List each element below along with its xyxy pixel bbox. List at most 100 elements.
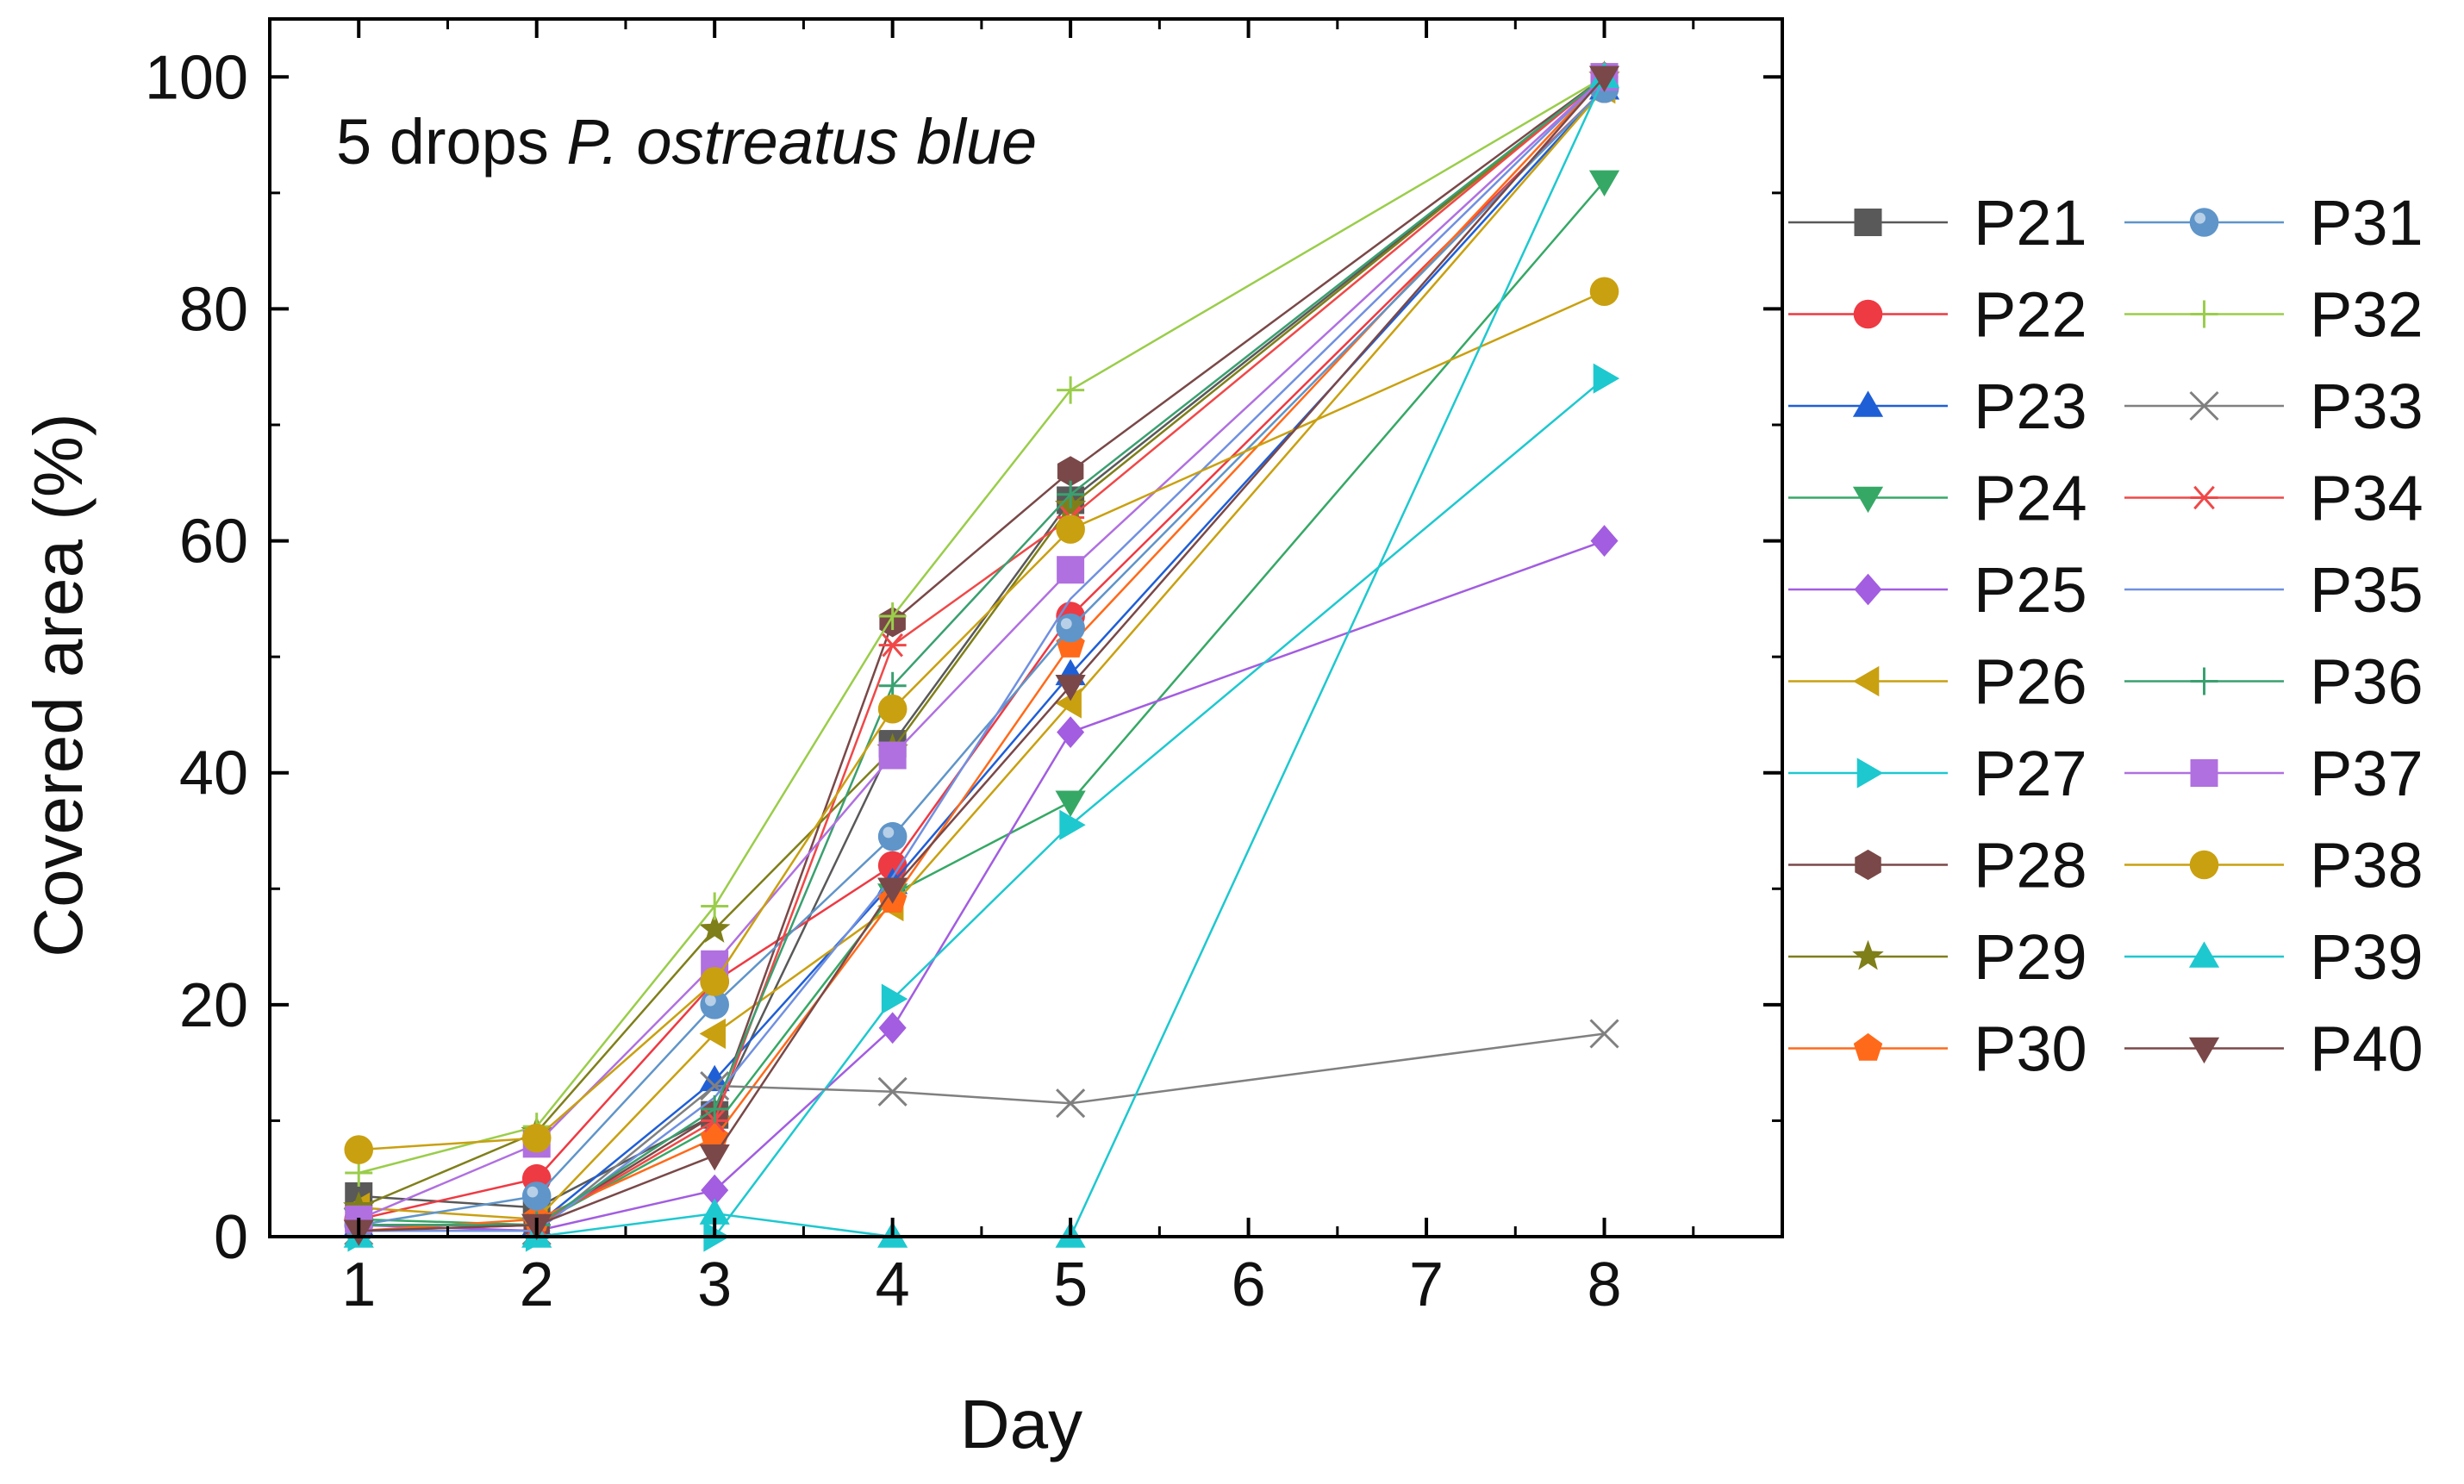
x-tick-label: 6: [1232, 1250, 1266, 1319]
legend-label: P25: [1974, 554, 2087, 626]
x-tick-label: 1: [341, 1250, 376, 1319]
legend-label: P31: [2310, 187, 2423, 259]
legend-entry-p30: P30: [1788, 1013, 2087, 1085]
series-p22: [344, 73, 1619, 1234]
data-point: [881, 983, 908, 1014]
legend-entry-p35: P35: [2124, 554, 2423, 626]
data-point: [1059, 809, 1086, 840]
legend-entry-p31: P31: [2124, 187, 2423, 259]
data-point: [701, 1094, 729, 1123]
legend-marker: [1854, 209, 1882, 236]
x-tick-label: 7: [1409, 1250, 1444, 1319]
data-point: [344, 1135, 374, 1164]
legend-marker: [1853, 1032, 1883, 1061]
data-point: [1055, 674, 1086, 701]
annotation-italic: P. ostreatus blue: [566, 106, 1037, 178]
data-point: [1056, 1088, 1086, 1119]
legend-entry-p24: P24: [1788, 463, 2087, 534]
y-tick-label: 80: [179, 275, 248, 344]
series-line: [359, 76, 1606, 1232]
data-point: [1057, 480, 1085, 508]
series-p28: [345, 61, 1618, 1241]
legend-label: P36: [2310, 646, 2423, 718]
legend-entry-p23: P23: [1788, 371, 2087, 442]
data-point: [699, 1198, 730, 1225]
plot-frame: [268, 17, 1784, 1238]
legend-label: P26: [1974, 646, 2087, 718]
legend-label: P38: [2310, 830, 2423, 901]
data-point: [878, 741, 907, 770]
data-point: [521, 1182, 552, 1211]
series-p40: [343, 65, 1620, 1246]
legend-marker: [1852, 939, 1884, 970]
series-p29: [342, 60, 1620, 1221]
legend-marker: [2189, 390, 2219, 421]
series-line: [359, 377, 1606, 1238]
data-point: [1057, 716, 1085, 749]
legend-marker: [2188, 1037, 2220, 1064]
series-line: [359, 87, 1606, 1226]
data-point: [1057, 376, 1085, 404]
y-tick-label: 40: [179, 739, 248, 808]
legend-entry-p39: P39: [2124, 921, 2423, 993]
legend-entry-p22: P22: [1788, 279, 2087, 351]
data-point: [877, 851, 908, 881]
data-point: [1056, 613, 1085, 643]
series-line: [359, 76, 1606, 1232]
legend-marker: [1852, 486, 1884, 514]
x-tick-label: 3: [697, 1250, 732, 1319]
series-group: [342, 60, 1620, 1252]
legend-label: P39: [2310, 921, 2423, 993]
series-p27: [347, 363, 1620, 1252]
data-point: [1057, 456, 1084, 487]
legend-marker: [2189, 850, 2219, 880]
series-line: [358, 76, 1606, 1209]
data-point: [877, 877, 908, 904]
series-p32: [345, 63, 1619, 1187]
data-point: [699, 1064, 730, 1092]
series-line: [359, 76, 1606, 1232]
legend-label: P29: [1974, 921, 2087, 993]
data-point: [699, 1144, 730, 1171]
legend-marker: [1855, 849, 1881, 881]
legend-marker: [2190, 485, 2218, 510]
legend-marker: [2190, 667, 2218, 695]
legend-marker: [2189, 208, 2219, 237]
legend-marker: [2190, 759, 2218, 787]
x-tick-label: 4: [876, 1250, 910, 1319]
data-point: [1057, 556, 1085, 584]
data-point: [1590, 525, 1619, 557]
series-p26: [343, 73, 1616, 1235]
data-point: [877, 1076, 908, 1107]
legend-entry-p40: P40: [2124, 1013, 2423, 1085]
legend-marker: [2190, 300, 2218, 328]
x-tick-label: 5: [1053, 1250, 1088, 1319]
chart-annotation: 5 drops P. ostreatus blue: [336, 106, 1037, 178]
annotation-prefix: 5 drops: [336, 106, 566, 178]
data-point: [878, 1012, 907, 1044]
legend-entry-p32: P32: [2124, 279, 2423, 351]
y-tick-label: 20: [179, 971, 248, 1040]
y-axis-title: Covered area (%): [20, 413, 97, 957]
x-tick-label: 8: [1588, 1250, 1622, 1319]
data-point: [521, 1123, 552, 1153]
data-point: [1588, 170, 1620, 196]
data-point: [1055, 790, 1086, 817]
y-tick-label: 60: [179, 508, 248, 577]
legend-entry-p38: P38: [2124, 830, 2423, 901]
legend-entry-p27: P27: [1788, 738, 2087, 809]
legend-entry-p25: P25: [1788, 554, 2087, 626]
data-point: [877, 694, 908, 724]
legend-entry-p21: P21: [1788, 187, 2087, 259]
legend-marker: [1853, 299, 1883, 329]
legend-entry-p34: P34: [2124, 463, 2423, 534]
data-point: [1593, 363, 1620, 394]
legend-entry-p28: P28: [1788, 830, 2087, 901]
x-tick-label: 2: [520, 1250, 554, 1319]
data-point: [699, 1018, 726, 1050]
series-line: [359, 76, 1606, 1209]
data-point: [1588, 65, 1620, 92]
series-line: [358, 76, 1606, 1220]
legend-label: P33: [2310, 371, 2423, 442]
